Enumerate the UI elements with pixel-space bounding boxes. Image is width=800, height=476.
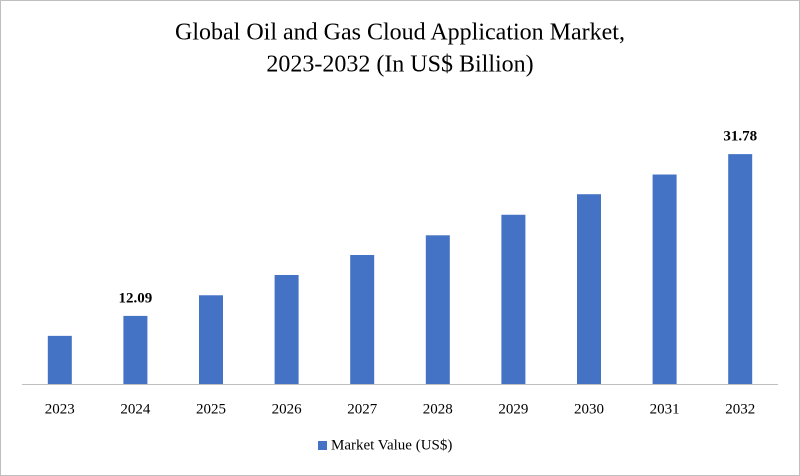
bar (577, 194, 601, 384)
data-label: 12.09 (119, 290, 153, 306)
legend-swatch (318, 441, 327, 450)
x-tick-label: 2031 (650, 401, 680, 417)
bar (199, 295, 223, 384)
chart-title: 2023-2032 (In US$ Billion) (266, 52, 533, 78)
x-tick-label: 2032 (725, 401, 755, 417)
x-tick-label: 2025 (196, 401, 226, 417)
x-tick-label: 2024 (120, 401, 151, 417)
bar (501, 214, 526, 384)
bar (123, 315, 148, 384)
x-tick-label: 2029 (498, 401, 528, 417)
bar (47, 335, 72, 384)
x-tick-label: 2023 (45, 401, 75, 417)
data-label: 31.78 (723, 129, 757, 145)
bar (274, 274, 299, 384)
bar (652, 174, 677, 384)
bar (425, 235, 450, 384)
chart-title: Global Oil and Gas Cloud Application Mar… (175, 20, 625, 46)
x-tick-label: 2030 (574, 401, 604, 417)
x-tick-label: 2027 (347, 401, 378, 417)
legend-label: Market Value (US$) (331, 437, 452, 453)
x-tick-label: 2028 (423, 401, 453, 417)
bar (728, 154, 753, 384)
x-tick-label: 2026 (272, 401, 303, 417)
bar (350, 255, 375, 384)
